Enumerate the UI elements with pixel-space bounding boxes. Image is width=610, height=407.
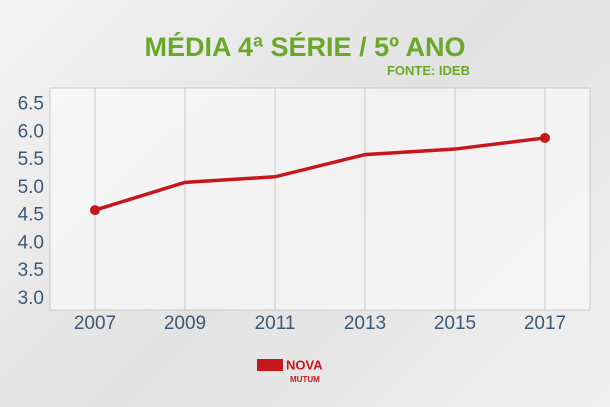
y-tick-label: 4.0 xyxy=(18,232,44,253)
logo-mark xyxy=(257,359,283,371)
y-tick-label: 5.5 xyxy=(18,149,44,170)
logo-text: NOVA xyxy=(286,357,323,372)
plot-area xyxy=(49,87,591,311)
y-tick-label: 3.5 xyxy=(18,260,44,281)
x-tick-label: 2013 xyxy=(344,313,386,334)
y-tick-label: 6.5 xyxy=(18,94,44,115)
x-tick-label: 2015 xyxy=(434,313,476,334)
y-tick-label: 5.0 xyxy=(18,177,44,198)
y-tick-label: 4.5 xyxy=(18,205,44,226)
x-tick-label: 2011 xyxy=(255,313,296,334)
x-tick-label: 2007 xyxy=(74,313,116,334)
logo-text: MUTUM xyxy=(290,375,320,384)
chart-title: MÉDIA 4ª SÉRIE / 5º ANO xyxy=(145,31,466,62)
chart-subtitle: FONTE: IDEB xyxy=(387,63,470,78)
y-tick-label: 6.0 xyxy=(18,121,44,142)
x-tick-label: 2017 xyxy=(524,313,566,334)
y-tick-label: 3.0 xyxy=(18,288,44,309)
line xyxy=(94,136,546,212)
x-tick-label: 2009 xyxy=(164,313,206,334)
point xyxy=(90,205,100,216)
point xyxy=(540,132,550,143)
